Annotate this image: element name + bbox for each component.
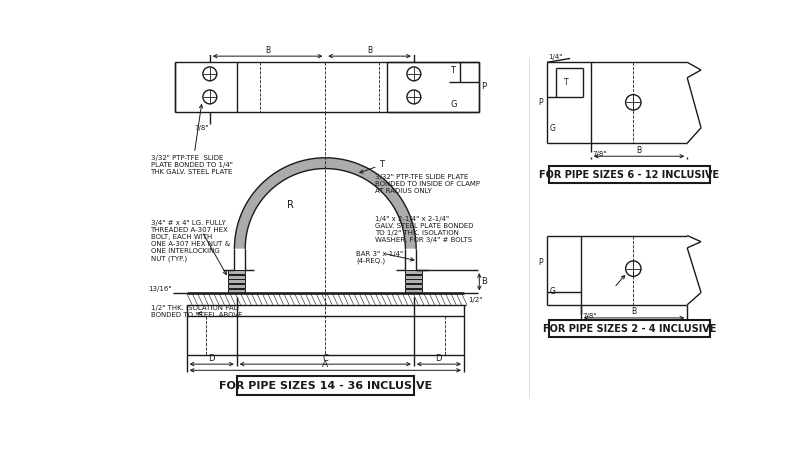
- Bar: [549, 166, 710, 183]
- Text: T: T: [379, 160, 384, 169]
- Text: 3/4" # x 4" LG. FULLY
THREADED A-307 HEX
BOLT, EACH WITH
ONE A-307 HEX NUT &
ONE: 3/4" # x 4" LG. FULLY THREADED A-307 HEX…: [150, 220, 230, 262]
- Text: 1/4" x 2-1/4" x 2-1/4"
GALV. STEEL PLATE BONDED
TO 1/2" THK. ISOLATION
WASHER, F: 1/4" x 2-1/4" x 2-1/4" GALV. STEEL PLATE…: [375, 216, 474, 243]
- Text: B: B: [637, 146, 642, 155]
- Text: 1/2" THK. ISOLATION PAD
BONDED TO STEEL ABOVE: 1/2" THK. ISOLATION PAD BONDED TO STEEL …: [150, 305, 242, 318]
- Text: T: T: [450, 66, 455, 75]
- Text: FOR PIPE SIZES 6 - 12 INCLUSIVE: FOR PIPE SIZES 6 - 12 INCLUSIVE: [539, 170, 719, 180]
- Text: 7/8": 7/8": [195, 126, 210, 131]
- Bar: [406, 284, 422, 288]
- Bar: [228, 270, 246, 274]
- Text: P: P: [538, 258, 543, 267]
- Text: FOR PIPE SIZES 14 - 36 INCLUSIVE: FOR PIPE SIZES 14 - 36 INCLUSIVE: [218, 381, 432, 391]
- Text: C: C: [322, 354, 328, 363]
- Text: G: G: [450, 100, 457, 109]
- Bar: [406, 275, 422, 278]
- Text: 1/2": 1/2": [468, 297, 482, 303]
- Text: BAR 3" x 1/4"
(4-REQ.): BAR 3" x 1/4" (4-REQ.): [356, 251, 403, 264]
- Text: R: R: [287, 200, 294, 210]
- Text: 1/4": 1/4": [549, 54, 563, 60]
- Text: B: B: [631, 308, 637, 316]
- Polygon shape: [234, 158, 416, 248]
- Text: G: G: [550, 287, 555, 296]
- Text: G: G: [550, 124, 555, 133]
- Bar: [228, 288, 246, 293]
- Text: B: B: [367, 46, 372, 55]
- Text: 13/16": 13/16": [148, 286, 171, 292]
- Bar: [549, 320, 710, 337]
- Text: FOR PIPE SIZES 2 - 4 INCLUSIVE: FOR PIPE SIZES 2 - 4 INCLUSIVE: [542, 324, 716, 334]
- Text: B: B: [265, 46, 270, 55]
- Bar: [406, 288, 422, 293]
- Bar: [228, 275, 246, 278]
- Text: 3/32" PTP-TFE SLIDE PLATE
BONDED TO INSIDE OF CLAMP
AT RADIUS ONLY: 3/32" PTP-TFE SLIDE PLATE BONDED TO INSI…: [375, 174, 480, 194]
- Text: A: A: [322, 360, 328, 369]
- Text: T: T: [564, 78, 569, 87]
- Text: 7/8": 7/8": [593, 151, 607, 157]
- Bar: [406, 270, 422, 274]
- Bar: [406, 279, 422, 283]
- Text: D: D: [209, 354, 215, 363]
- Text: 3/32" PTP-TFE  SLIDE
PLATE BONDED TO 1/4"
THK GALV. STEEL PLATE: 3/32" PTP-TFE SLIDE PLATE BONDED TO 1/4"…: [150, 155, 233, 175]
- Text: P: P: [481, 82, 486, 91]
- Bar: [228, 284, 246, 288]
- Text: 7/8": 7/8": [582, 313, 597, 318]
- Bar: [237, 376, 414, 395]
- Text: D: D: [436, 354, 442, 363]
- Text: B: B: [481, 277, 486, 286]
- Text: P: P: [538, 98, 543, 107]
- Bar: [228, 279, 246, 283]
